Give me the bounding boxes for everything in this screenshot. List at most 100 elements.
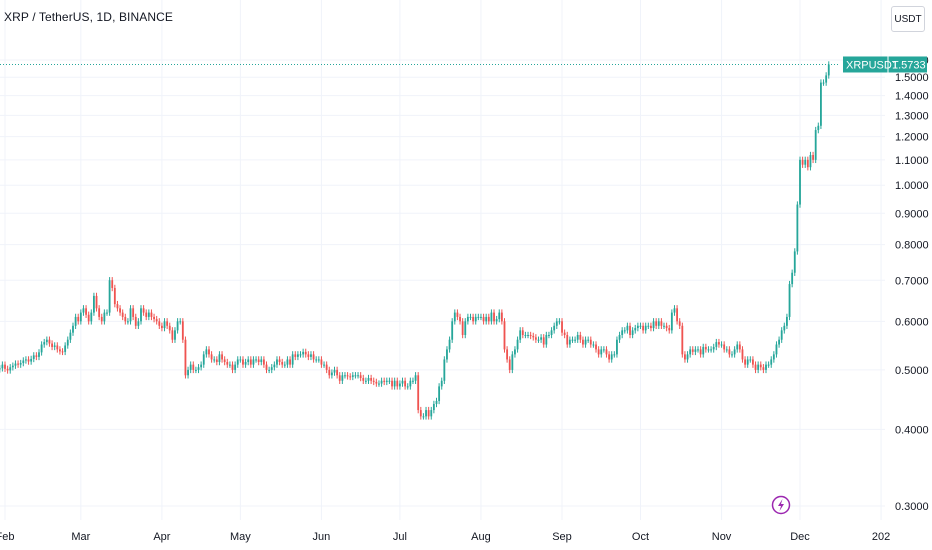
candle-body (310, 354, 312, 357)
x-tick-label: Feb (0, 531, 14, 543)
candle-body (548, 334, 550, 336)
candle-body (720, 344, 723, 346)
candle-body (427, 410, 430, 417)
candle-body (550, 330, 553, 335)
candle-body (27, 359, 30, 362)
candle-body (419, 410, 422, 417)
y-tick-label: 0.6000 (895, 316, 929, 328)
candle-body (741, 349, 744, 360)
candle-body (516, 339, 519, 350)
candle-body (155, 319, 158, 322)
candle-body (341, 375, 344, 381)
candle-body (393, 380, 396, 387)
candle-body (621, 330, 624, 335)
candle-body (817, 125, 820, 131)
candle-body (79, 312, 82, 322)
candle-body (825, 75, 828, 83)
candle-body (346, 375, 349, 377)
candle-body (184, 339, 187, 376)
x-tick-label: Aug (471, 531, 491, 543)
candle-body (754, 364, 757, 370)
candle-body (315, 359, 318, 361)
candle-body (461, 321, 464, 335)
candle-body (660, 321, 663, 326)
candle-body (205, 349, 208, 355)
y-axis: 0.3000 0.4000 0.5000 0.6000 0.7000 0.8000 0.90… (895, 55, 929, 513)
candle-body (642, 325, 645, 331)
currency-button[interactable]: USDT (891, 6, 925, 32)
candle-body (477, 316, 480, 318)
candle-body (35, 355, 38, 357)
candle-body (262, 359, 265, 365)
candle-body (359, 375, 362, 379)
candle-body (383, 380, 386, 382)
candle-body (697, 349, 699, 351)
candle-body (234, 364, 237, 370)
candle-body (663, 325, 665, 327)
y-tick-label: 0.8000 (895, 240, 929, 252)
candle-body (744, 359, 746, 365)
candle-body (440, 380, 443, 387)
candle-body (140, 308, 142, 322)
candle-body (291, 354, 294, 365)
x-tick-label: Apr (153, 531, 170, 543)
candle-body (98, 308, 101, 317)
candle-body (665, 325, 668, 329)
candle-body (249, 359, 252, 365)
candle-body (150, 312, 153, 317)
candle-body (72, 325, 74, 333)
candle-body (179, 321, 182, 323)
candle-body (786, 316, 788, 326)
candle-body (448, 339, 451, 350)
candle-body (61, 351, 64, 353)
candle-body (30, 358, 33, 362)
candle-body (820, 82, 822, 126)
candle-body (25, 359, 27, 361)
grid (0, 0, 885, 520)
candle-body (657, 321, 660, 326)
candle-body (380, 380, 383, 384)
candle-body (430, 410, 433, 417)
candles (0, 61, 830, 420)
candle-body (226, 362, 229, 365)
candle-body (519, 330, 522, 340)
candle-body (699, 349, 702, 355)
candle-body (545, 334, 548, 345)
candle-body (767, 364, 770, 366)
candle-body (521, 330, 524, 335)
x-tick-label: Jul (393, 531, 407, 543)
candle-body (302, 351, 305, 355)
candle-body (759, 364, 762, 368)
price-tag-symbol: XRPUSDT (846, 59, 899, 71)
candle-body (485, 316, 488, 322)
candle-body (731, 354, 733, 356)
candle-body (555, 321, 558, 326)
candle-body (464, 321, 467, 335)
x-tick-label: 202 (872, 531, 890, 543)
candle-body (752, 359, 754, 365)
candle-body (746, 359, 749, 365)
candle-body (608, 354, 611, 360)
candle-body (349, 376, 352, 378)
candle-body (469, 316, 472, 318)
candle-body (176, 321, 179, 331)
candle-body (610, 354, 613, 360)
candle-body (200, 364, 203, 368)
candle-body (187, 369, 189, 376)
candle-body (618, 334, 621, 340)
candle-body (147, 312, 150, 317)
candle-body (498, 312, 501, 320)
event-marker[interactable] (771, 495, 791, 515)
candle-body (53, 345, 56, 347)
candle-body (804, 159, 807, 165)
candle-body (153, 316, 155, 320)
candle-body (330, 372, 333, 376)
candle-body (64, 345, 67, 352)
candle-body (414, 375, 417, 381)
candle-body (736, 344, 739, 350)
candle-body (87, 314, 90, 322)
candle-body (532, 335, 535, 338)
candle-body (213, 359, 216, 361)
